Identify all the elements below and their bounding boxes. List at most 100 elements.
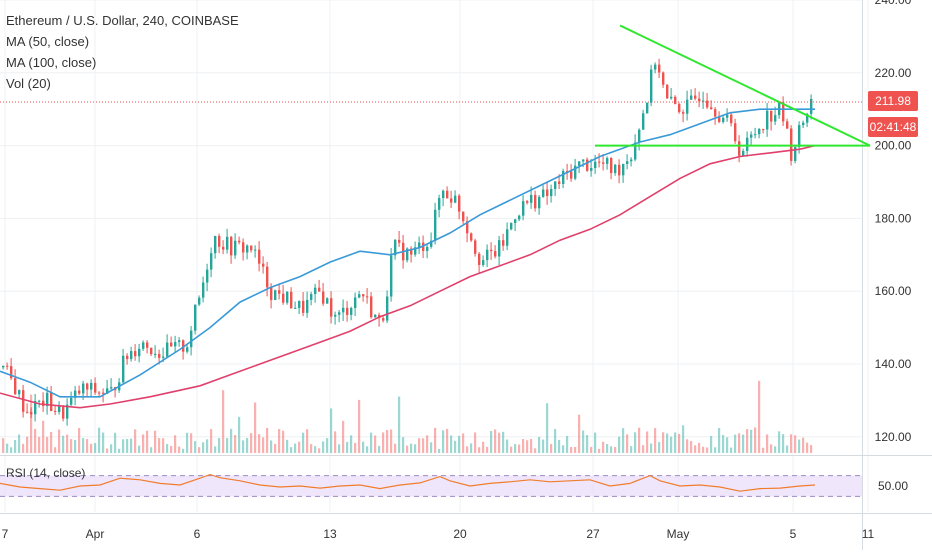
- volume-bar: [754, 427, 757, 453]
- candle-body: [658, 64, 661, 73]
- price-tick-label: 160.00: [875, 284, 912, 298]
- volume-bar: [366, 446, 369, 453]
- candle-body: [770, 110, 773, 122]
- volume-bar: [734, 434, 737, 453]
- candle-body: [274, 290, 277, 301]
- volume-bar: [758, 380, 761, 453]
- volume-bar: [626, 434, 629, 453]
- volume-bar: [422, 438, 425, 453]
- rsi-tick-label: 50.00: [878, 479, 908, 493]
- candle-body: [798, 125, 801, 148]
- candle-body: [14, 378, 17, 395]
- candle-body: [290, 291, 293, 309]
- volume-bar: [286, 439, 289, 453]
- candle-body: [214, 235, 217, 254]
- volume-bar: [426, 435, 429, 453]
- volume-bar: [402, 437, 405, 453]
- instrument-title: Ethereum / U.S. Dollar, 240, COINBASE: [6, 13, 239, 28]
- volume-bar: [78, 427, 81, 453]
- volume-bar: [682, 425, 685, 453]
- volume-bar: [538, 436, 541, 453]
- volume-bar: [58, 429, 61, 453]
- candle-body: [598, 161, 601, 163]
- candle-body: [530, 194, 533, 203]
- candle-body: [266, 266, 269, 288]
- candle-body: [590, 167, 593, 171]
- volume-bar: [410, 443, 413, 453]
- volume-bar: [622, 428, 625, 453]
- descending-trendline[interactable]: [619, 24, 871, 147]
- volume-bar: [202, 442, 205, 453]
- volume-bar: [182, 448, 185, 453]
- candle-body: [10, 366, 13, 379]
- candle-body: [318, 287, 321, 292]
- candle-body: [698, 98, 701, 102]
- volume-bar: [522, 439, 525, 453]
- volume-bar: [542, 439, 545, 453]
- volume-bar: [654, 428, 657, 453]
- volume-bar: [602, 441, 605, 453]
- volume-bar: [170, 445, 173, 453]
- candle-body: [582, 159, 585, 162]
- volume-bar: [786, 445, 789, 453]
- candle-body: [674, 96, 677, 104]
- price-tick-label: 120.00: [875, 430, 912, 444]
- candle-body: [18, 390, 21, 395]
- volume-bar: [174, 435, 177, 453]
- volume-bar: [226, 438, 229, 453]
- volume-bar: [474, 432, 477, 453]
- candle-body: [314, 287, 317, 295]
- volume-bar: [646, 431, 649, 453]
- volume-bar: [314, 446, 317, 453]
- candle-body: [430, 240, 433, 247]
- volume-bar: [114, 432, 117, 453]
- volume-bar: [694, 445, 697, 453]
- volume-bar: [62, 435, 65, 453]
- candle-body: [234, 240, 237, 256]
- candle-body: [550, 188, 553, 197]
- candle-body: [554, 181, 557, 189]
- volume-bar: [630, 446, 633, 453]
- volume-bar: [486, 446, 489, 453]
- volume-bar: [118, 448, 121, 453]
- candle-body: [262, 263, 265, 267]
- candle-body: [154, 353, 157, 355]
- volume-bar: [186, 432, 189, 453]
- volume-bar: [210, 429, 213, 453]
- volume-bar: [462, 433, 465, 453]
- candle-body: [186, 347, 189, 352]
- volume-bar: [394, 443, 397, 453]
- candle-body: [250, 245, 253, 251]
- candle-body: [330, 298, 333, 317]
- candle-body: [26, 411, 29, 413]
- volume-bar: [810, 445, 813, 453]
- volume-bar: [778, 431, 781, 453]
- volume-bar: [246, 437, 249, 453]
- volume-bar: [122, 439, 125, 453]
- candle-body: [2, 365, 5, 368]
- volume-bar: [238, 416, 241, 453]
- candle-body: [526, 201, 529, 203]
- volume-bar: [234, 435, 237, 453]
- volume-bar: [138, 445, 141, 453]
- candle-body: [146, 342, 149, 348]
- candle-body: [630, 159, 633, 162]
- candle-body: [98, 392, 101, 394]
- volume-bar: [42, 420, 45, 453]
- volume-bar: [82, 438, 85, 453]
- volume-bar: [714, 447, 717, 453]
- volume-bar: [10, 447, 13, 453]
- volume-bar: [730, 447, 733, 453]
- candle-body: [570, 171, 573, 179]
- candle-body: [134, 351, 137, 357]
- price-tick-label: 140.00: [875, 357, 912, 371]
- candle-body: [574, 165, 577, 179]
- volume-bar: [438, 448, 441, 453]
- candle-body: [138, 348, 141, 357]
- volume-bar: [698, 442, 701, 453]
- candle-body: [230, 236, 233, 256]
- candle-body: [766, 110, 769, 130]
- candle-body: [126, 355, 129, 360]
